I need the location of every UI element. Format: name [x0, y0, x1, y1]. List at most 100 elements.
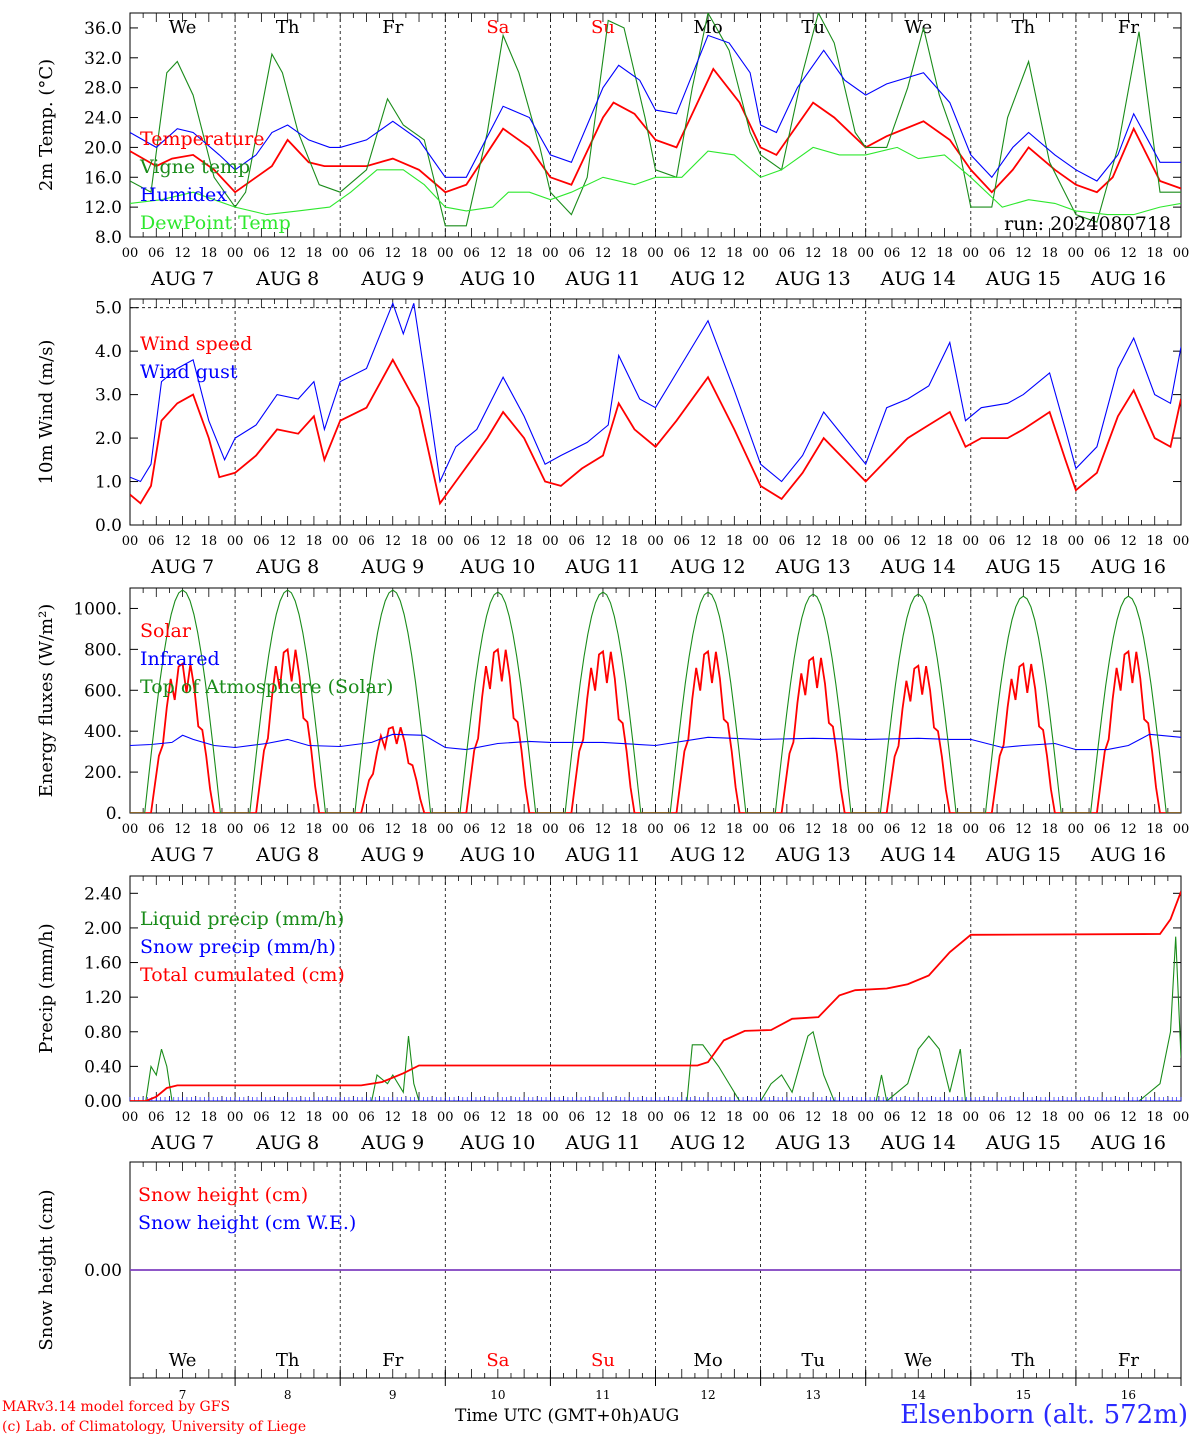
hour-label: 00 [1173, 1110, 1190, 1125]
hour-label: 12 [1015, 534, 1032, 549]
y-axis-label: Snow height (cm) [36, 1189, 57, 1350]
y-tick-label: 2.40 [84, 884, 122, 904]
day-number: 8 [284, 1388, 292, 1402]
legend-entry: Infrared [140, 648, 220, 670]
y-tick-label: 4.0 [95, 342, 122, 362]
y-tick-label: 16.0 [84, 168, 122, 188]
hour-label: 18 [1041, 534, 1058, 549]
hour-label: 06 [989, 534, 1006, 549]
hour-label: 06 [463, 1110, 480, 1125]
legend-entry: Total cumulated (cm) [140, 964, 345, 986]
hour-label: 12 [910, 822, 927, 837]
hour-label: 06 [779, 1110, 796, 1125]
y-tick-label: 0.0 [95, 516, 122, 536]
series-line [130, 67, 1181, 194]
y-tick-label: 0.40 [84, 1057, 122, 1077]
hour-label: 12 [595, 822, 612, 837]
hour-label: 12 [1120, 534, 1137, 549]
series-line [130, 13, 1181, 227]
series-line [130, 647, 1181, 813]
series-line [130, 357, 1181, 506]
hour-label: 06 [884, 534, 901, 549]
hour-label: 00 [1173, 822, 1190, 837]
hour-label: 18 [936, 1110, 953, 1125]
hour-label: 00 [122, 1110, 139, 1125]
y-tick-label: 1.60 [84, 954, 122, 974]
run-label: run: 2024080718 [1004, 213, 1171, 235]
hour-label: 06 [674, 534, 691, 549]
hour-label: 06 [568, 1110, 585, 1125]
hour-label: 00 [122, 534, 139, 549]
hour-label: 00 [122, 822, 139, 837]
day-number: 9 [389, 1388, 397, 1402]
weekday-label: Th [1012, 1350, 1036, 1371]
series-line [130, 301, 1181, 484]
hour-label: 18 [201, 1110, 218, 1125]
hour-label: 06 [989, 246, 1006, 261]
date-label: AUG 8 [255, 1132, 319, 1154]
hour-label: 00 [332, 822, 349, 837]
hour-label: 00 [437, 1110, 454, 1125]
hour-label: 18 [831, 534, 848, 549]
hour-label: 12 [910, 246, 927, 261]
hour-label: 06 [674, 1110, 691, 1125]
hour-label: 18 [306, 534, 323, 549]
hour-label: 06 [358, 246, 375, 261]
hour-label: 00 [857, 1110, 874, 1125]
y-tick-label: 0. [106, 804, 122, 824]
hour-label: 18 [621, 246, 638, 261]
y-tick-label: 24.0 [84, 109, 122, 129]
weekday-label: Th [276, 17, 300, 38]
date-label: AUG 8 [255, 268, 319, 290]
legend-entry: Wind speed [140, 333, 252, 355]
legend-entry: Wind gust [140, 361, 238, 383]
date-label: AUG 8 [255, 844, 319, 866]
hour-label: 06 [568, 534, 585, 549]
hour-label: 12 [910, 1110, 927, 1125]
weekday-label: Su [591, 17, 615, 38]
hour-label: 12 [490, 246, 507, 261]
hour-label: 06 [253, 1110, 270, 1125]
hour-label: 12 [595, 246, 612, 261]
hour-label: 06 [358, 822, 375, 837]
hour-label: 06 [463, 246, 480, 261]
hour-label: 06 [568, 246, 585, 261]
date-label: AUG 11 [564, 844, 640, 866]
hour-label: 18 [726, 246, 743, 261]
hour-label: 12 [1120, 1110, 1137, 1125]
hour-label: 18 [411, 822, 428, 837]
hour-label: 06 [1094, 822, 1111, 837]
date-label: AUG 15 [985, 556, 1061, 578]
hour-label: 00 [1173, 246, 1190, 261]
hour-label: 18 [831, 1110, 848, 1125]
legend-entry: Humidex [140, 184, 227, 206]
hour-label: 00 [437, 822, 454, 837]
hour-label: 18 [726, 534, 743, 549]
hour-label: 00 [752, 534, 769, 549]
series-line [130, 146, 1181, 216]
day-number: 10 [490, 1388, 505, 1402]
hour-label: 06 [463, 822, 480, 837]
legend-entry: Snow height (cm W.E.) [138, 1212, 356, 1234]
y-axis-label: Precip (mm/h) [36, 923, 57, 1053]
date-label: AUG 15 [985, 844, 1061, 866]
hour-label: 00 [332, 1110, 349, 1125]
weekday-label: Sa [486, 1350, 509, 1371]
y-tick-label: 5.0 [95, 299, 122, 319]
hour-label: 18 [1146, 822, 1163, 837]
weekday-label: Sa [486, 17, 509, 38]
hour-label: 12 [805, 246, 822, 261]
hour-label: 18 [621, 822, 638, 837]
hour-label: 00 [1068, 1110, 1085, 1125]
hour-label: 18 [936, 246, 953, 261]
hour-label: 12 [384, 1110, 401, 1125]
legend-entry: Snow height (cm) [138, 1184, 308, 1206]
hour-label: 18 [1146, 246, 1163, 261]
y-tick-label: 12.0 [84, 198, 122, 218]
hour-label: 12 [279, 1110, 296, 1125]
hour-label: 18 [411, 246, 428, 261]
time-axis-month: AUG [639, 1406, 680, 1426]
date-label: AUG 15 [985, 268, 1061, 290]
date-label: AUG 15 [985, 1132, 1061, 1154]
weekday-label: Fr [382, 1350, 403, 1371]
